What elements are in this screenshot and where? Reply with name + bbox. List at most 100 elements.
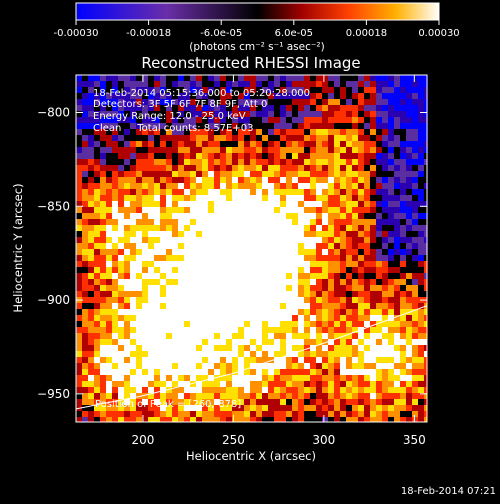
heatmap-cell [112, 111, 119, 118]
heatmap-cell [172, 195, 179, 202]
heatmap-cell [298, 417, 305, 422]
heatmap-cell [118, 393, 125, 400]
heatmap-cell [370, 249, 377, 256]
heatmap-cell [400, 201, 407, 208]
heatmap-cell [400, 327, 407, 334]
heatmap-cell [274, 213, 281, 220]
heatmap-cell [286, 309, 293, 316]
heatmap-cell [388, 81, 395, 88]
heatmap-cell [418, 153, 425, 160]
heatmap-cell [178, 147, 185, 154]
heatmap-cell [136, 339, 143, 346]
heatmap-cell [142, 399, 149, 406]
heatmap-cell [124, 399, 131, 406]
heatmap-cell [346, 231, 353, 238]
heatmap-cell [394, 195, 401, 202]
solar-limb-curve [76, 305, 427, 410]
heatmap-cell [316, 123, 323, 130]
heatmap-cell [166, 273, 173, 280]
heatmap-cell [214, 309, 221, 316]
heatmap-cell [406, 195, 413, 202]
heatmap-cell [76, 387, 83, 394]
heatmap-cell [220, 369, 227, 376]
heatmap-cell [352, 129, 359, 136]
heatmap-cell [244, 81, 251, 88]
heatmap-cell [238, 303, 245, 310]
heatmap-cell [256, 135, 263, 142]
heatmap-cell [214, 225, 221, 232]
heatmap-cell [376, 267, 383, 274]
heatmap-cell [304, 153, 311, 160]
heatmap-cell [310, 177, 317, 184]
heatmap-cell [334, 333, 341, 340]
heatmap-cell [316, 231, 323, 238]
heatmap-cell [250, 297, 257, 304]
heatmap-cell [94, 333, 101, 340]
heatmap-cell [232, 105, 239, 112]
heatmap-cell [256, 147, 263, 154]
heatmap-cell [250, 189, 257, 196]
heatmap-cell [310, 243, 317, 250]
heatmap-cell [268, 315, 275, 322]
heatmap-cell [82, 285, 89, 292]
heatmap-cell [286, 261, 293, 268]
heatmap-cell [424, 207, 427, 214]
heatmap-cell [256, 279, 263, 286]
heatmap-cell [100, 111, 107, 118]
heatmap-cell [352, 159, 359, 166]
heatmap-cell [370, 267, 377, 274]
heatmap-cell [292, 147, 299, 154]
heatmap-cell [418, 171, 425, 178]
heatmap-cell [292, 207, 299, 214]
heatmap-cell [82, 99, 89, 106]
heatmap-cell [394, 273, 401, 280]
heatmap-cell [184, 201, 191, 208]
heatmap-cell [226, 357, 233, 364]
heatmap-cell [172, 345, 179, 352]
heatmap-cell [316, 93, 323, 100]
heatmap-cell [400, 297, 407, 304]
heatmap-cell [226, 261, 233, 268]
heatmap-cell [220, 249, 227, 256]
heatmap-cell [208, 87, 215, 94]
heatmap-cell [202, 291, 209, 298]
heatmap-cell [154, 117, 161, 124]
heatmap-cell [262, 117, 269, 124]
heatmap-cell [256, 81, 263, 88]
heatmap-cell [322, 153, 329, 160]
heatmap-cell [358, 225, 365, 232]
heatmap-cell [142, 351, 149, 358]
heatmap-cell [376, 351, 383, 358]
heatmap-cell [142, 75, 149, 82]
heatmap-cell [118, 183, 125, 190]
heatmap-cell [310, 399, 317, 406]
heatmap-cell [208, 171, 215, 178]
heatmap-cell [100, 129, 107, 136]
heatmap-cell [190, 333, 197, 340]
heatmap-cell [346, 267, 353, 274]
heatmap-cell [142, 363, 149, 370]
heatmap-cell [364, 213, 371, 220]
heatmap-cell [160, 303, 167, 310]
y-tick-label: −850 [37, 199, 70, 213]
heatmap-cell [118, 189, 125, 196]
heatmap-cell [268, 147, 275, 154]
heatmap-cell [88, 381, 95, 388]
heatmap-cell [82, 123, 89, 130]
heatmap-cell [256, 417, 263, 422]
heatmap-cell [100, 201, 107, 208]
heatmap-cell [406, 117, 413, 124]
heatmap-cell [196, 201, 203, 208]
heatmap-cell [400, 141, 407, 148]
heatmap-cell [220, 417, 227, 422]
heatmap-cell [250, 123, 257, 130]
heatmap-cell [304, 249, 311, 256]
heatmap-cell [304, 141, 311, 148]
heatmap-cell [190, 117, 197, 124]
heatmap-cell [412, 411, 419, 418]
heatmap-cell [358, 345, 365, 352]
heatmap-cell [370, 207, 377, 214]
heatmap-cell [154, 399, 161, 406]
heatmap-cell [418, 141, 425, 148]
heatmap-cell [406, 387, 413, 394]
